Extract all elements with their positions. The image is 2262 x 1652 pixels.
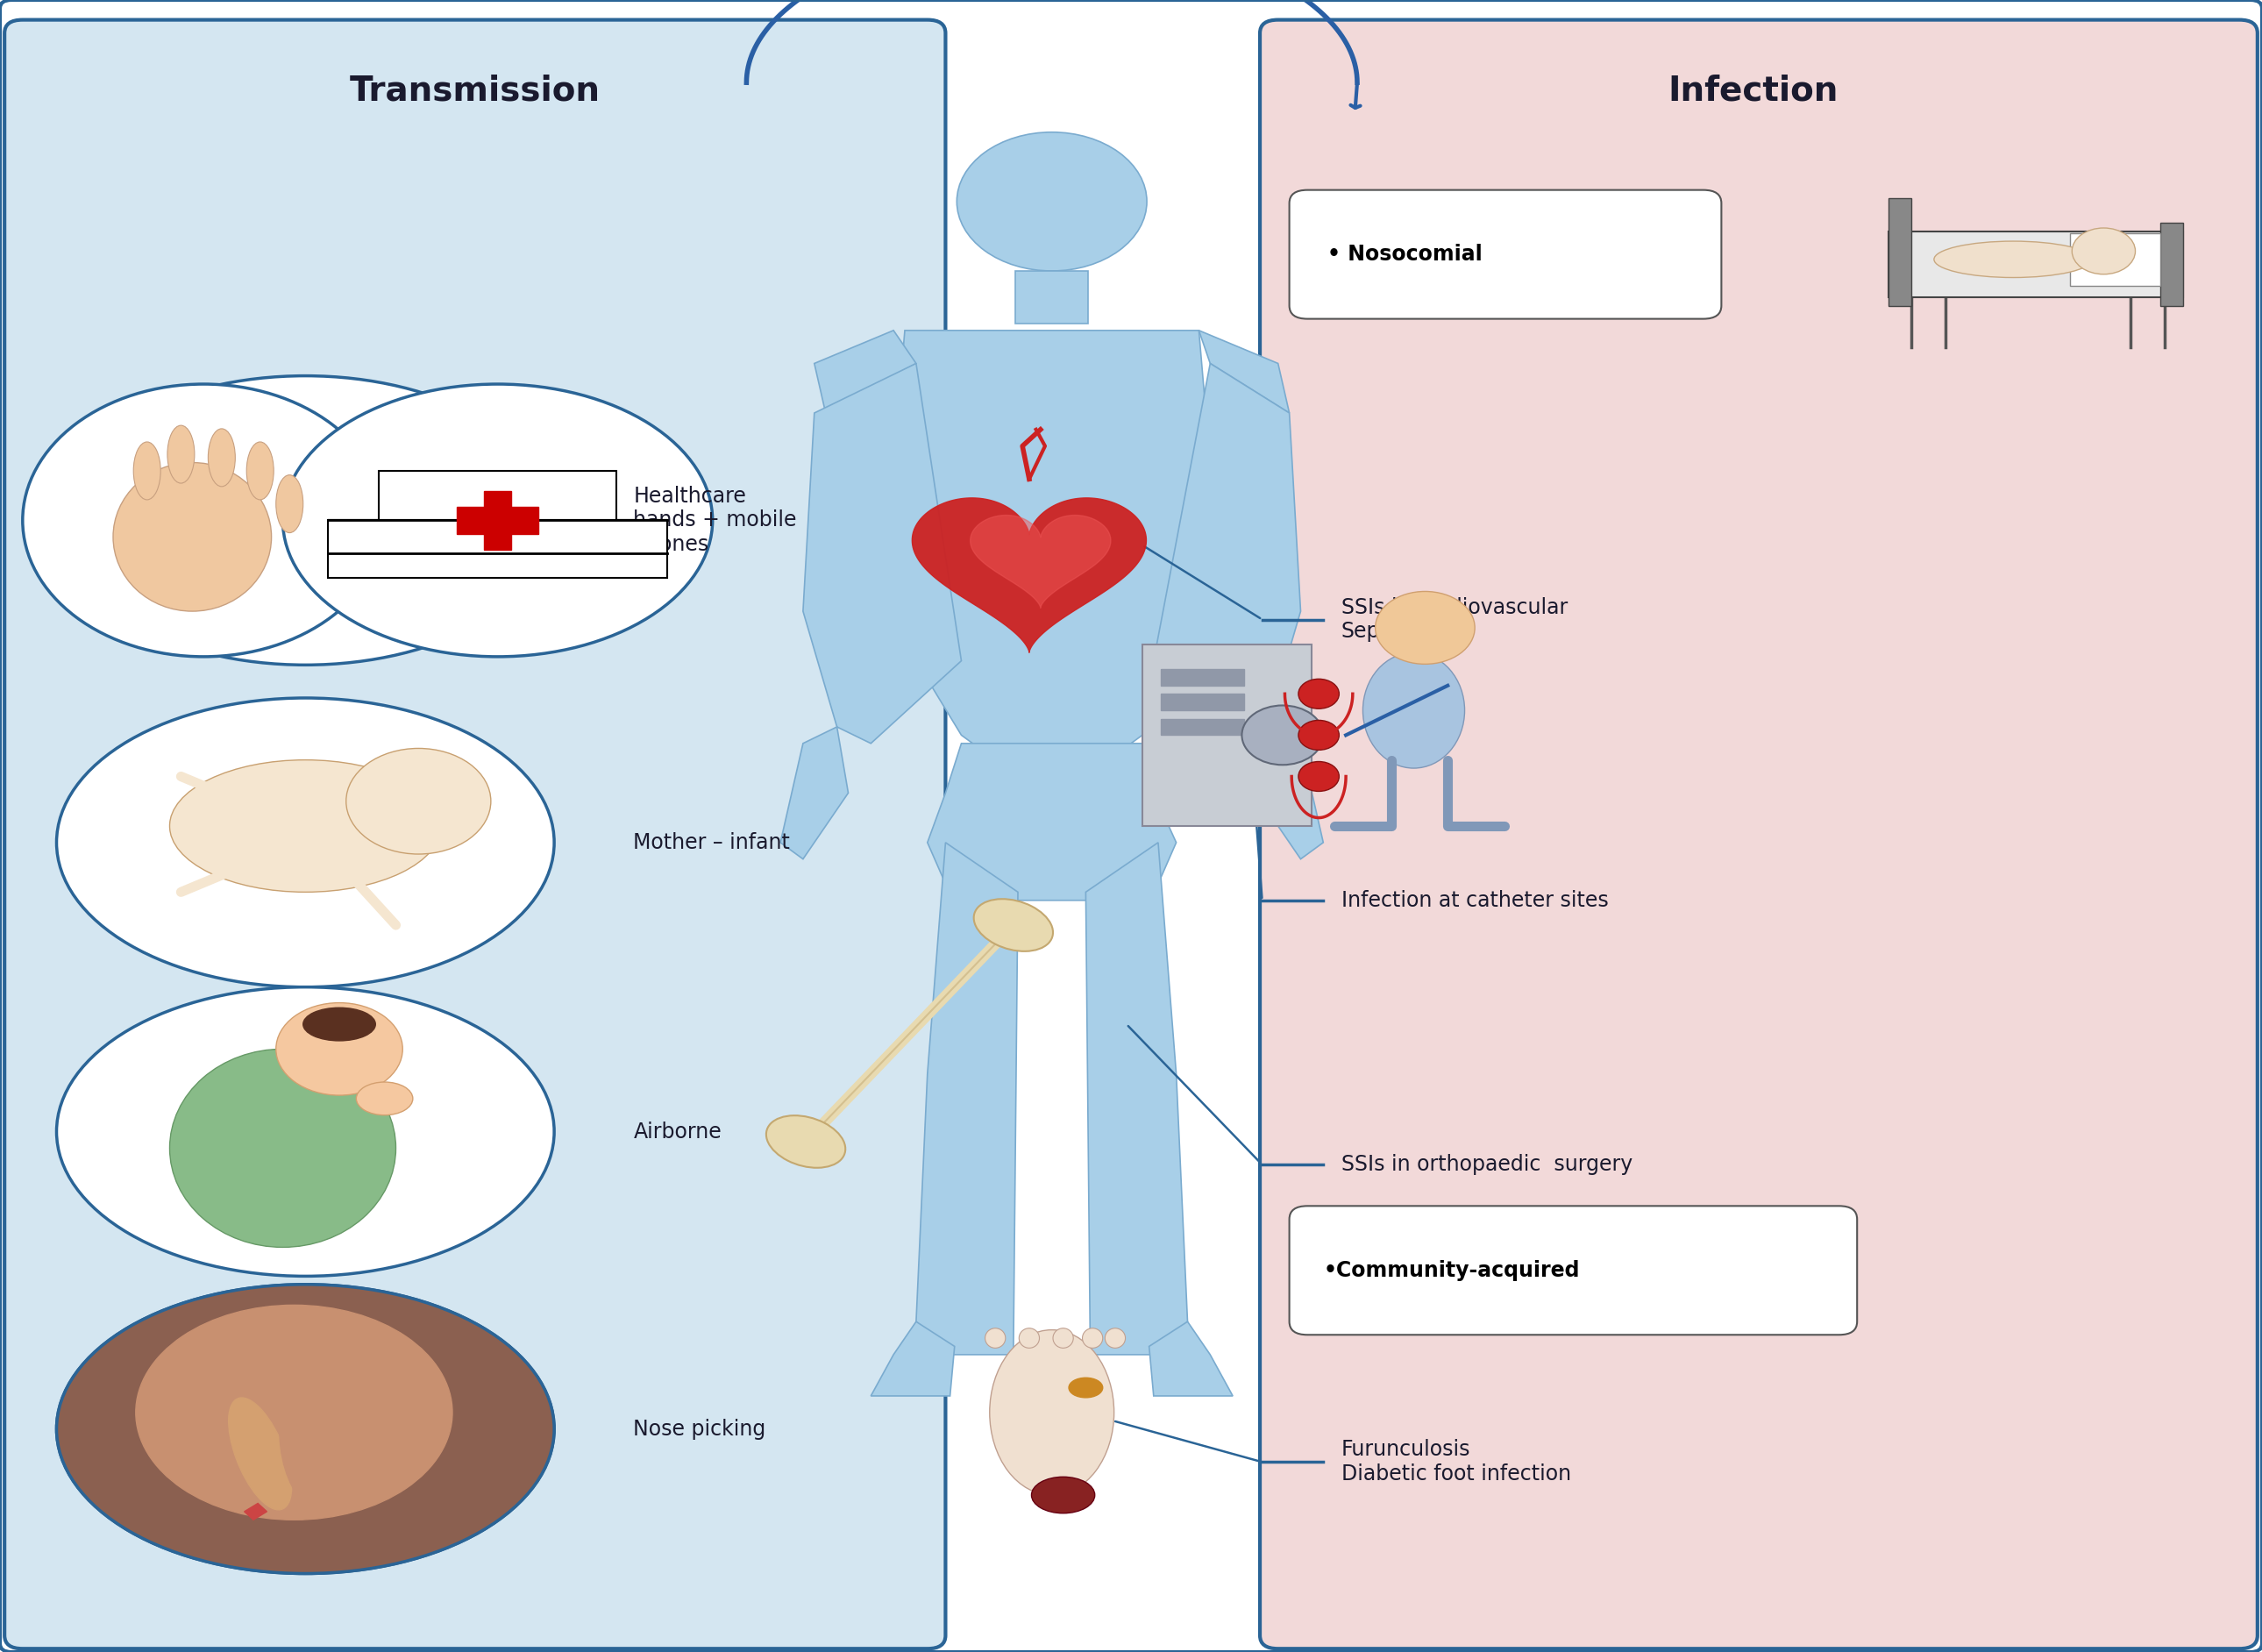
- FancyBboxPatch shape: [1260, 20, 2257, 1649]
- Ellipse shape: [136, 1305, 452, 1520]
- Text: • Nosocomial: • Nosocomial: [1328, 244, 1484, 264]
- Circle shape: [957, 132, 1147, 271]
- Ellipse shape: [170, 760, 441, 892]
- Bar: [1889, 231, 2183, 297]
- Ellipse shape: [1362, 653, 1466, 768]
- Ellipse shape: [57, 375, 554, 664]
- Polygon shape: [912, 497, 1147, 653]
- Polygon shape: [970, 515, 1111, 608]
- Polygon shape: [814, 330, 916, 413]
- Ellipse shape: [1106, 1328, 1126, 1348]
- Text: Nose picking: Nose picking: [633, 1419, 767, 1439]
- Ellipse shape: [170, 1049, 396, 1247]
- Ellipse shape: [57, 986, 554, 1275]
- FancyBboxPatch shape: [5, 20, 946, 1649]
- Circle shape: [2072, 228, 2135, 274]
- Ellipse shape: [1031, 1477, 1095, 1513]
- Circle shape: [346, 748, 491, 854]
- Text: Infection: Infection: [1667, 74, 1839, 107]
- Ellipse shape: [1934, 241, 2092, 278]
- Ellipse shape: [357, 1082, 412, 1115]
- Ellipse shape: [247, 441, 274, 499]
- Text: SSIs in cardiovascular
Septicemia: SSIs in cardiovascular Septicemia: [1341, 596, 1568, 643]
- Polygon shape: [927, 743, 1176, 900]
- Polygon shape: [916, 843, 1018, 1355]
- Circle shape: [1298, 720, 1339, 750]
- Polygon shape: [1086, 843, 1188, 1355]
- FancyBboxPatch shape: [1289, 190, 1721, 319]
- Circle shape: [1242, 705, 1323, 765]
- Polygon shape: [1160, 669, 1244, 686]
- Bar: [2070, 233, 2160, 286]
- Ellipse shape: [23, 383, 385, 656]
- Text: Healthcare
hands + mobile
phones: Healthcare hands + mobile phones: [633, 486, 796, 555]
- Text: Mother – infant: Mother – infant: [633, 833, 789, 852]
- Polygon shape: [1160, 719, 1244, 735]
- Ellipse shape: [208, 428, 235, 486]
- Ellipse shape: [1083, 1328, 1104, 1348]
- Polygon shape: [1154, 363, 1301, 743]
- Polygon shape: [1016, 271, 1088, 324]
- Bar: [1142, 644, 1312, 826]
- Text: Airborne: Airborne: [633, 1122, 722, 1142]
- Circle shape: [1298, 762, 1339, 791]
- Ellipse shape: [228, 1398, 292, 1510]
- Ellipse shape: [1070, 1378, 1104, 1398]
- Text: Furunculosis
Diabetic foot infection: Furunculosis Diabetic foot infection: [1341, 1439, 1572, 1485]
- Ellipse shape: [57, 1285, 554, 1573]
- Polygon shape: [1199, 330, 1289, 413]
- Polygon shape: [1160, 694, 1244, 710]
- Ellipse shape: [133, 441, 161, 499]
- Text: Transmission: Transmission: [351, 74, 599, 107]
- Polygon shape: [328, 520, 667, 578]
- Ellipse shape: [1020, 1328, 1038, 1348]
- Circle shape: [1375, 591, 1475, 664]
- Ellipse shape: [276, 476, 303, 532]
- Polygon shape: [780, 727, 848, 859]
- FancyBboxPatch shape: [1289, 1206, 1857, 1335]
- Ellipse shape: [986, 1328, 1004, 1348]
- Polygon shape: [1255, 727, 1323, 859]
- Polygon shape: [1149, 1322, 1233, 1396]
- Polygon shape: [457, 507, 538, 534]
- Ellipse shape: [57, 1285, 554, 1573]
- Circle shape: [1298, 679, 1339, 709]
- Polygon shape: [871, 1322, 955, 1396]
- Polygon shape: [328, 471, 667, 520]
- Polygon shape: [803, 363, 961, 743]
- Ellipse shape: [283, 383, 713, 656]
- Circle shape: [276, 1003, 403, 1095]
- Bar: [1889, 198, 1911, 306]
- Polygon shape: [244, 1503, 267, 1520]
- Text: Infection at catheter sites: Infection at catheter sites: [1341, 890, 1608, 910]
- Bar: [2160, 223, 2183, 306]
- Ellipse shape: [280, 1388, 330, 1503]
- Ellipse shape: [167, 425, 195, 482]
- Ellipse shape: [991, 1330, 1115, 1495]
- Ellipse shape: [303, 1008, 375, 1041]
- Polygon shape: [893, 330, 1210, 752]
- Ellipse shape: [113, 463, 271, 611]
- Ellipse shape: [973, 899, 1054, 952]
- Polygon shape: [484, 491, 511, 550]
- Text: SSIs in orthopaedic  surgery: SSIs in orthopaedic surgery: [1341, 1155, 1633, 1175]
- Ellipse shape: [767, 1115, 846, 1168]
- Text: •Community-acquired: •Community-acquired: [1323, 1260, 1579, 1280]
- Ellipse shape: [57, 697, 554, 988]
- Ellipse shape: [1054, 1328, 1074, 1348]
